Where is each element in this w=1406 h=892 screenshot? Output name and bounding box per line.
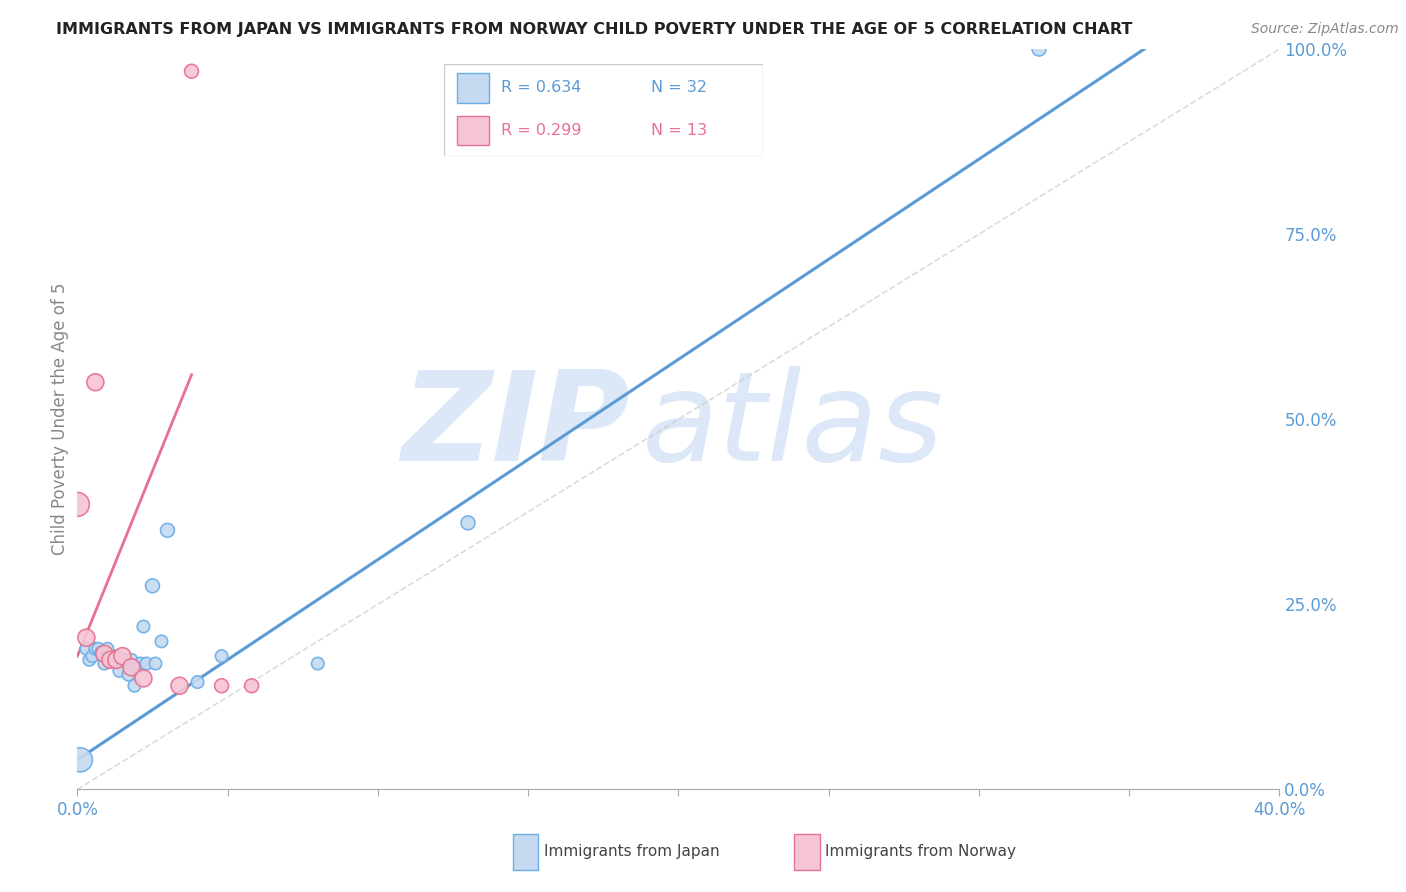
Text: ZIP: ZIP (402, 366, 630, 487)
Point (82, 649, 104, 664)
Point (75, 631, 97, 645)
Point (120, 660, 142, 674)
Point (141, 579, 163, 593)
Point (105, 649, 128, 664)
Point (111, 649, 134, 664)
Point (79, 653, 101, 667)
Point (84, 641, 107, 656)
Point (75, 641, 97, 656)
Point (135, 657, 157, 671)
Point (96, 641, 118, 656)
Point (84, 376, 107, 390)
Point (90, 645, 112, 659)
Point (150, 634, 173, 648)
Point (114, 653, 136, 667)
Point (156, 524, 179, 538)
Point (103, 653, 125, 667)
Text: Source: ZipAtlas.com: Source: ZipAtlas.com (1251, 22, 1399, 37)
Point (111, 653, 134, 667)
Point (124, 679, 146, 693)
Point (100, 653, 122, 667)
Point (1028, 42, 1050, 56)
Point (117, 667, 139, 681)
Point (180, 64, 202, 78)
Point (307, 657, 329, 671)
Point (132, 619, 155, 633)
Point (69, 753, 91, 767)
Point (93, 647, 115, 661)
Text: Immigrants from Norway: Immigrants from Norway (825, 845, 1017, 859)
Point (129, 657, 152, 671)
Point (105, 653, 128, 667)
Point (87, 641, 110, 656)
Point (96, 649, 118, 664)
Point (127, 660, 149, 674)
Point (211, 679, 233, 693)
Point (132, 672, 155, 686)
Point (108, 664, 131, 678)
Point (169, 679, 191, 693)
Point (211, 649, 233, 664)
Point (240, 679, 263, 693)
Point (93, 657, 115, 671)
Text: atlas: atlas (643, 366, 945, 487)
Point (100, 653, 122, 667)
Point (66, 497, 89, 511)
Point (457, 516, 479, 530)
Y-axis label: Child Poverty Under the Age of 5: Child Poverty Under the Age of 5 (51, 283, 69, 556)
Point (120, 653, 142, 667)
Text: IMMIGRANTS FROM JAPAN VS IMMIGRANTS FROM NORWAY CHILD POVERTY UNDER THE AGE OF 5: IMMIGRANTS FROM JAPAN VS IMMIGRANTS FROM… (56, 22, 1133, 37)
Point (187, 675, 209, 690)
Text: Immigrants from Japan: Immigrants from Japan (544, 845, 720, 859)
Point (145, 657, 167, 671)
